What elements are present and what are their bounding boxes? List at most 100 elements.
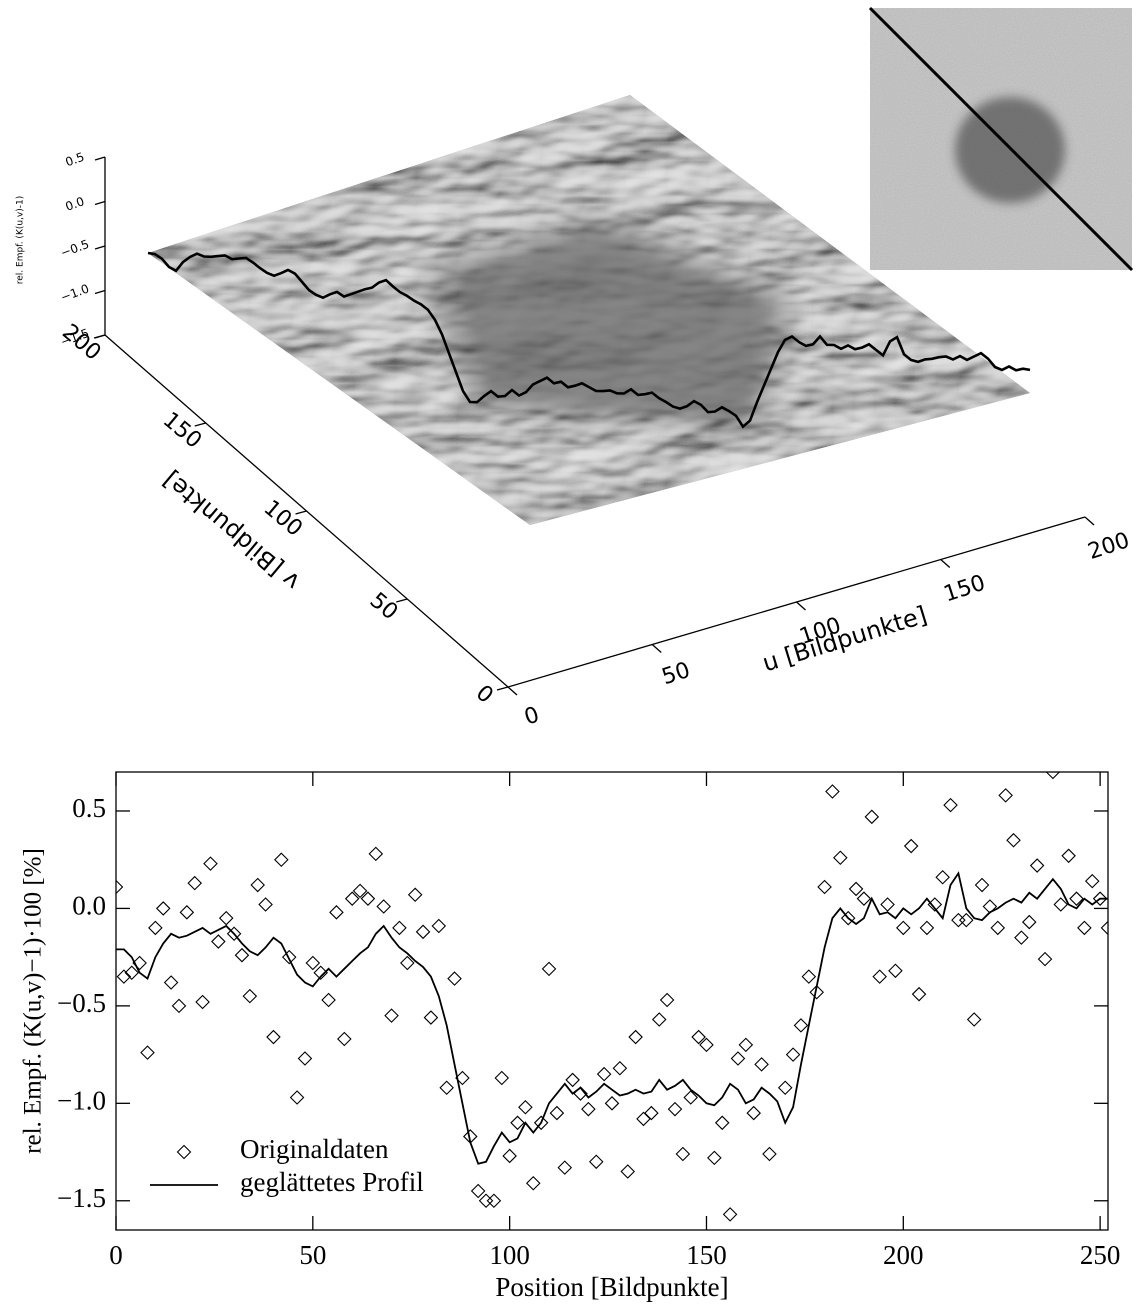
z-tick — [95, 246, 105, 249]
data-point — [794, 1019, 807, 1032]
z-tick — [95, 157, 105, 160]
data-point — [779, 1081, 792, 1094]
data-point — [747, 1107, 760, 1120]
data-point — [1039, 953, 1052, 966]
data-point — [338, 1033, 351, 1046]
data-point — [393, 921, 406, 934]
x-tick-label: 150 — [686, 1240, 727, 1270]
data-point — [1054, 898, 1067, 911]
data-point — [960, 914, 973, 927]
data-point — [385, 1009, 398, 1022]
inset-image — [870, 8, 1132, 270]
data-point — [755, 1058, 768, 1071]
z-tick-label: 0.5 — [63, 150, 86, 170]
data-point — [802, 970, 815, 983]
data-point — [873, 970, 886, 983]
z-axis-label: rel. Empf. (K(u,v)-1) — [16, 196, 26, 284]
x-tick-label: 0 — [109, 1240, 123, 1270]
data-point — [149, 921, 162, 934]
data-point — [377, 900, 390, 913]
data-point — [424, 1011, 437, 1024]
data-point — [668, 1103, 681, 1116]
v-tick-label: 100 — [259, 496, 307, 542]
u-tick-label: 0 — [521, 702, 542, 730]
data-point — [417, 925, 430, 938]
data-point — [920, 921, 933, 934]
data-point — [606, 1097, 619, 1110]
data-point — [905, 840, 918, 853]
data-point — [157, 902, 170, 915]
data-point — [826, 785, 839, 798]
data-point — [440, 1081, 453, 1094]
data-point — [322, 994, 335, 1007]
data-point — [267, 1031, 280, 1044]
data-point — [487, 1194, 500, 1207]
z-tick-label: −1.0 — [59, 281, 91, 304]
data-point — [511, 1116, 524, 1129]
y-tick-label: −0.5 — [57, 988, 106, 1018]
data-point — [889, 964, 902, 977]
data-point — [1062, 849, 1075, 862]
data-point — [180, 906, 193, 919]
data-point — [716, 1116, 729, 1129]
y-tick-label: −1.5 — [57, 1183, 106, 1213]
data-point — [172, 999, 185, 1012]
data-point — [275, 853, 288, 866]
u-tick-label: 200 — [1085, 528, 1133, 565]
data-point — [708, 1151, 721, 1164]
data-point — [676, 1147, 689, 1160]
data-point — [558, 1161, 571, 1174]
data-point — [188, 877, 201, 890]
data-point — [818, 880, 831, 893]
data-point — [834, 851, 847, 864]
data-point — [968, 1013, 981, 1026]
data-point — [527, 1177, 540, 1190]
data-point — [409, 888, 422, 901]
x-tick-label: 200 — [883, 1240, 924, 1270]
data-point — [913, 988, 926, 1001]
legend-label: geglättetes Profil — [240, 1167, 424, 1197]
data-point — [598, 1068, 611, 1081]
u-axis-label: u [Bildpunkte] — [759, 601, 930, 678]
data-point — [637, 1112, 650, 1125]
data-point — [204, 857, 217, 870]
data-point — [952, 914, 965, 927]
v-tick — [497, 687, 508, 690]
data-point — [857, 892, 870, 905]
legend-label: Originaldaten — [240, 1134, 389, 1164]
u-tick-label: 50 — [659, 658, 693, 690]
z-tick — [95, 335, 105, 338]
v-tick-label: 50 — [365, 588, 403, 625]
data-point — [220, 912, 233, 925]
data-point — [881, 898, 894, 911]
data-point — [1023, 916, 1036, 929]
data-point — [582, 1103, 595, 1116]
data-point — [480, 1194, 493, 1207]
x-tick-label: 100 — [489, 1240, 530, 1270]
v-tick-label: 150 — [158, 408, 206, 454]
data-point — [653, 1013, 666, 1026]
legend-marker — [178, 1146, 191, 1159]
data-point — [448, 972, 461, 985]
data-point — [369, 847, 382, 860]
data-point — [787, 1048, 800, 1061]
data-point — [991, 921, 1004, 934]
data-point — [724, 1208, 737, 1221]
y-tick-label: 0.0 — [72, 891, 106, 921]
data-point — [472, 1185, 485, 1198]
data-point — [550, 1107, 563, 1120]
x-tick-label: 250 — [1080, 1240, 1121, 1270]
v-tick-label: 0 — [471, 681, 498, 709]
data-point — [739, 1038, 752, 1051]
data-point — [661, 994, 674, 1007]
page: 0 50 100 150 200 0 50 100 150 200 −1.5 −1.0 −0.5 0.0 0… — [0, 0, 1142, 1307]
data-point — [196, 995, 209, 1008]
data-point — [629, 1031, 642, 1044]
data-point — [771, 1233, 784, 1246]
y-tick-label: −1.0 — [57, 1086, 106, 1116]
data-point — [613, 1062, 626, 1075]
z-tick — [95, 291, 105, 294]
data-point — [976, 879, 989, 892]
data-point — [1078, 921, 1091, 934]
x-axis-label: Position [Bildpunkte] — [495, 1272, 728, 1302]
